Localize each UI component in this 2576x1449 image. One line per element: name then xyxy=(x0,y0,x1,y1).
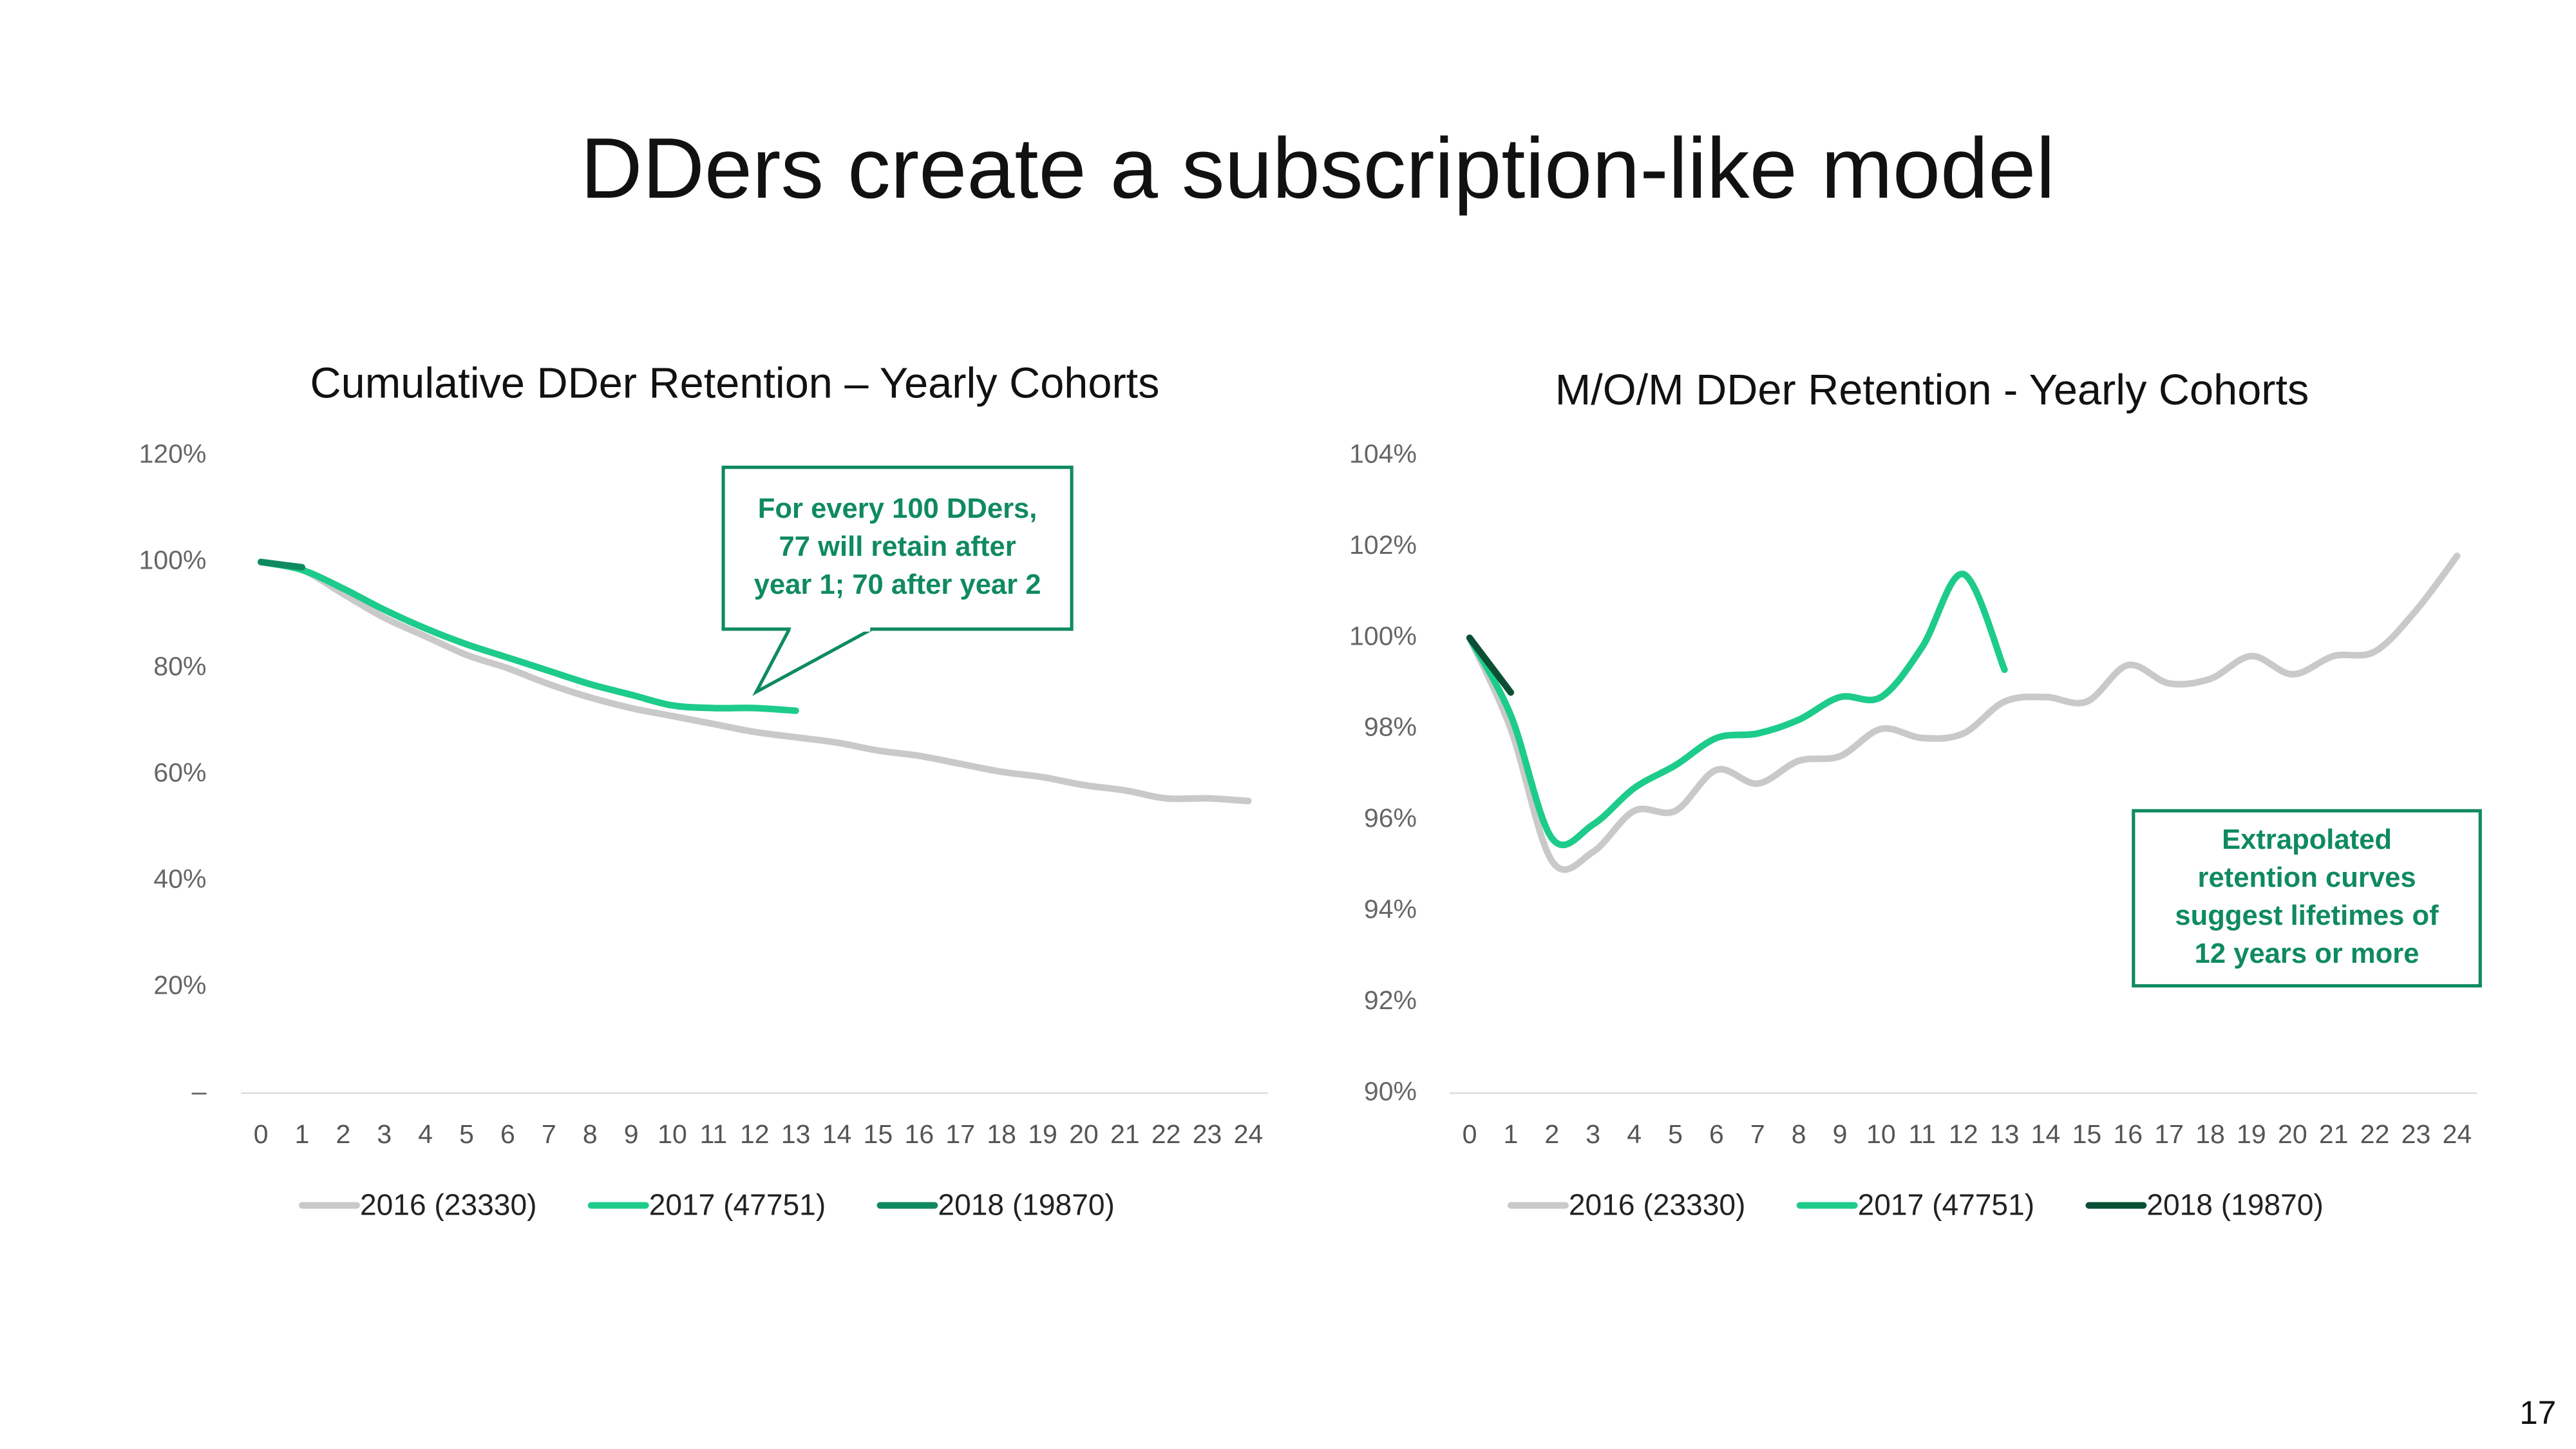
x-tick-label: 1 xyxy=(295,1119,310,1149)
y-tick-label: 60% xyxy=(153,757,206,787)
y-tick-label: 98% xyxy=(1364,712,1417,742)
x-tick-label: 3 xyxy=(1586,1119,1600,1149)
legend-label: 2018 (19870) xyxy=(2146,1188,2324,1222)
x-tick-label: 12 xyxy=(1949,1119,1978,1149)
annotation-box xyxy=(2132,809,2482,988)
x-tick-label: 11 xyxy=(1909,1119,1937,1149)
annotation-text: 77 will retain after xyxy=(779,531,1016,562)
x-tick-label: 4 xyxy=(418,1119,433,1149)
y-tick-label: 120% xyxy=(139,439,207,469)
legend-label: 2018 (19870) xyxy=(938,1188,1115,1222)
x-tick-label: 16 xyxy=(2113,1119,2143,1149)
y-tick-label: 102% xyxy=(1349,530,1417,560)
x-tick-label: 17 xyxy=(945,1119,975,1149)
x-tick-label: 8 xyxy=(583,1119,598,1149)
series-line xyxy=(258,558,1252,804)
annotation-pointer xyxy=(752,627,873,696)
slide-title: DDers create a subscription-like model xyxy=(580,120,2055,216)
x-tick-label: 5 xyxy=(459,1119,474,1149)
x-tick-label: 4 xyxy=(1627,1119,1642,1149)
series-line xyxy=(258,558,306,571)
page-number: 17 xyxy=(2519,1394,2556,1431)
legend-label: 2017 (47751) xyxy=(649,1188,826,1222)
y-tick-label: 104% xyxy=(1349,439,1417,469)
annotation-box xyxy=(721,466,1074,631)
annotation-text: 12 years or more xyxy=(2195,938,2420,969)
x-tick-label: 19 xyxy=(1028,1119,1057,1149)
x-tick-label: 13 xyxy=(1990,1119,2020,1149)
annotation-text: year 1; 70 after year 2 xyxy=(754,569,1041,600)
x-tick-label: 0 xyxy=(254,1119,269,1149)
legend-label: 2016 (23330) xyxy=(1569,1188,1746,1222)
y-tick-label: 80% xyxy=(153,651,206,681)
x-tick-label: 10 xyxy=(658,1119,687,1149)
y-tick-label: 90% xyxy=(1364,1076,1417,1106)
y-tick-label: 100% xyxy=(1349,621,1417,650)
chart-title: Cumulative DDer Retention – Yearly Cohor… xyxy=(310,360,1160,408)
x-tick-label: 1 xyxy=(1504,1119,1519,1149)
x-tick-label: 14 xyxy=(822,1119,852,1149)
x-tick-label: 23 xyxy=(1193,1119,1222,1149)
x-tick-label: 15 xyxy=(2072,1119,2102,1149)
series-line xyxy=(1466,571,2008,849)
series-line xyxy=(258,558,799,714)
x-tick-label: 20 xyxy=(1069,1119,1099,1149)
x-tick-label: 2 xyxy=(336,1119,350,1149)
x-tick-label: 21 xyxy=(2319,1119,2349,1149)
x-tick-label: 22 xyxy=(1151,1119,1181,1149)
x-tick-label: 24 xyxy=(1234,1119,1264,1149)
x-tick-label: 7 xyxy=(1750,1119,1765,1149)
x-tick-label: 12 xyxy=(740,1119,770,1149)
x-tick-label: 16 xyxy=(905,1119,934,1149)
x-tick-label: 19 xyxy=(2237,1119,2266,1149)
x-tick-label: 18 xyxy=(987,1119,1016,1149)
x-tick-label: 10 xyxy=(1866,1119,1896,1149)
x-tick-label: 3 xyxy=(377,1119,392,1149)
x-tick-label: 15 xyxy=(864,1119,893,1149)
y-tick-label: 96% xyxy=(1364,803,1417,833)
y-tick-label: 100% xyxy=(139,545,207,574)
y-tick-label: 20% xyxy=(153,970,206,999)
x-tick-label: 20 xyxy=(2278,1119,2307,1149)
legend-label: 2016 (23330) xyxy=(360,1188,537,1222)
x-tick-label: 14 xyxy=(2031,1119,2061,1149)
x-tick-label: 6 xyxy=(1709,1119,1724,1149)
y-tick-label: 92% xyxy=(1364,985,1417,1015)
x-tick-label: 5 xyxy=(1668,1119,1683,1149)
x-tick-label: 9 xyxy=(624,1119,639,1149)
x-tick-label: 0 xyxy=(1463,1119,1477,1149)
x-tick-label: 18 xyxy=(2195,1119,2225,1149)
x-tick-label: 6 xyxy=(500,1119,515,1149)
y-tick-label: – xyxy=(192,1076,207,1106)
annotation-text: Extrapolated xyxy=(2222,824,2392,855)
y-tick-label: 40% xyxy=(153,864,206,893)
x-tick-label: 22 xyxy=(2360,1119,2390,1149)
y-tick-label: 94% xyxy=(1364,894,1417,923)
x-tick-label: 9 xyxy=(1833,1119,1848,1149)
series-line xyxy=(1466,634,1515,696)
annotation-text: For every 100 DDers, xyxy=(758,493,1037,524)
x-tick-label: 24 xyxy=(2443,1119,2472,1149)
x-tick-label: 23 xyxy=(2401,1119,2431,1149)
x-tick-label: 21 xyxy=(1110,1119,1140,1149)
x-tick-label: 11 xyxy=(700,1119,728,1149)
x-tick-label: 17 xyxy=(2154,1119,2184,1149)
chart-title: M/O/M DDer Retention - Yearly Cohorts xyxy=(1555,366,2309,414)
series-line xyxy=(1466,553,2461,873)
annotation-text: retention curves xyxy=(2198,862,2416,893)
x-tick-label: 8 xyxy=(1792,1119,1806,1149)
x-tick-label: 2 xyxy=(1544,1119,1559,1149)
x-tick-label: 7 xyxy=(542,1119,556,1149)
x-tick-label: 13 xyxy=(781,1119,811,1149)
annotation-text: suggest lifetimes of xyxy=(2175,900,2439,931)
legend-label: 2017 (47751) xyxy=(1858,1188,2035,1222)
